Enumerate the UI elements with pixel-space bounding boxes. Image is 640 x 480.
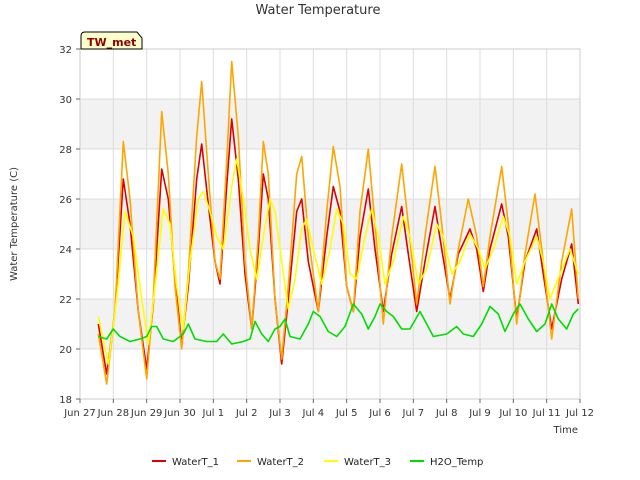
site-badge-box: [80, 31, 143, 50]
x-axis-label: Time: [553, 425, 578, 436]
legend-label: WaterT_3: [344, 457, 391, 468]
x-tick-label: Jun 28: [97, 408, 130, 419]
site-badge-label: TW_met: [87, 36, 136, 49]
site-badge: TW_met: [80, 31, 143, 50]
series-line-watert_2: [97, 60, 580, 385]
x-tick-label: Jul 5: [335, 408, 358, 419]
y-axis-ticks: 18 20 22 24 26 28 30 32: [59, 45, 80, 406]
y-axis-label: Water Temperature (C): [9, 167, 20, 281]
y-tick-label: 24: [59, 245, 72, 256]
chart-legend: WaterT_1 WaterT_2 WaterT_3 H2O_Temp: [152, 457, 483, 468]
legend-item-watert_2: WaterT_2: [237, 457, 304, 468]
x-tick-label: Jul 11: [532, 408, 561, 419]
x-tick-label: Jul 3: [268, 408, 291, 419]
background-band: [80, 249, 580, 299]
x-tick-label: Jul 10: [498, 408, 527, 419]
legend-label: WaterT_1: [172, 457, 219, 468]
series-lines: [97, 60, 580, 385]
y-tick-label: 28: [59, 145, 72, 156]
y-tick-label: 20: [59, 345, 72, 356]
chart-title: Water Temperature: [256, 3, 381, 18]
y-tick-label: 26: [59, 195, 72, 206]
x-tick-label: Jul 8: [435, 408, 458, 419]
y-tick-label: 22: [59, 295, 72, 306]
x-tick-label: Jul 4: [302, 408, 325, 419]
legend-label: H2O_Temp: [430, 457, 483, 468]
y-tick-label: 32: [59, 45, 72, 56]
x-tick-label: Jun 29: [130, 408, 163, 419]
legend-item-h2o_temp: H2O_Temp: [410, 457, 483, 468]
x-tick-label: Jun 30: [163, 408, 196, 419]
series-line-watert_3: [97, 158, 580, 365]
y-tick-label: 18: [59, 395, 72, 406]
x-tick-label: Jul 1: [202, 408, 225, 419]
legend-label: WaterT_2: [257, 457, 304, 468]
x-tick-label: Jul 12: [565, 408, 594, 419]
x-tick-label: Jun 27: [63, 408, 96, 419]
x-tick-label: Jul 2: [235, 408, 258, 419]
background-band: [80, 349, 580, 399]
y-tick-label: 30: [59, 95, 72, 106]
x-tick-label: Jul 9: [468, 408, 491, 419]
series-line-h2o_temp: [98, 303, 579, 345]
background-band: [80, 49, 580, 99]
background-band: [80, 99, 580, 149]
x-tick-label: Jul 6: [368, 408, 391, 419]
background-band: [80, 299, 580, 349]
x-tick-label: Jul 7: [402, 408, 425, 419]
legend-item-watert_3: WaterT_3: [324, 457, 391, 468]
plot-frame: [79, 48, 581, 400]
legend-item-watert_1: WaterT_1: [152, 457, 219, 468]
x-axis-ticks: Jun 27 Jun 28 Jun 29 Jun 30 Jul 1 Jul 2 Jul 3 J…: [63, 399, 594, 419]
